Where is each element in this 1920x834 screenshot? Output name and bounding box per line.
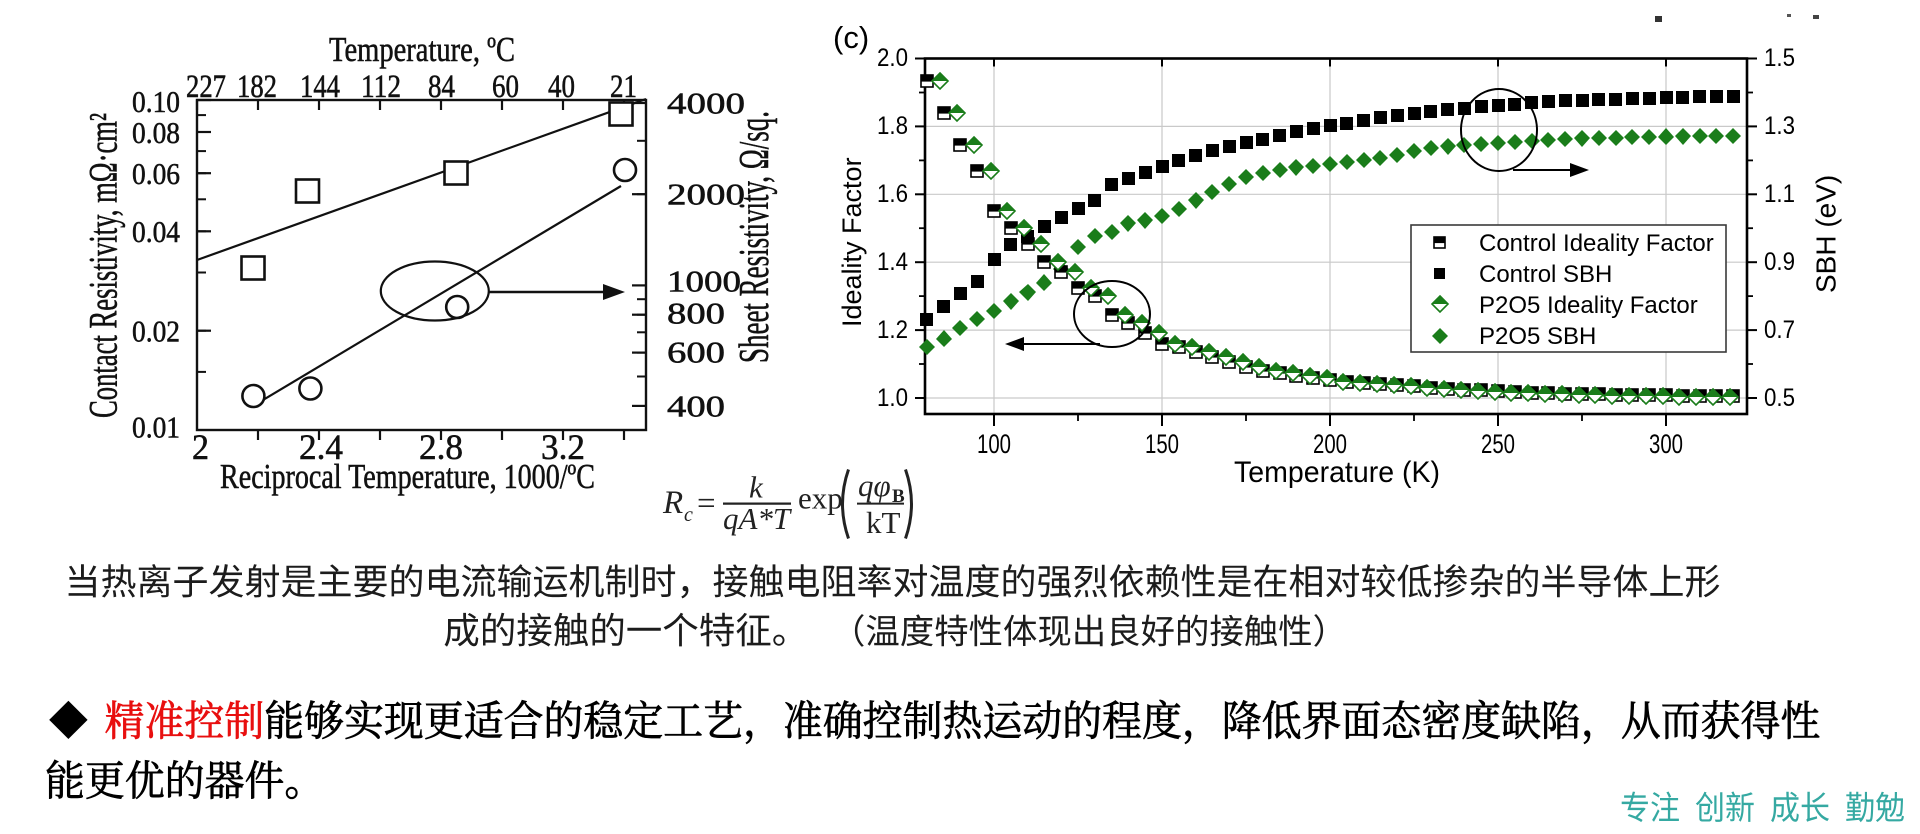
svg-text:400: 400 [667,389,725,424]
svg-text:Ideality Factor: Ideality Factor [837,157,867,327]
svg-text:1.0: 1.0 [877,384,908,412]
svg-text:1000: 1000 [667,264,741,299]
svg-text:(c): (c) [833,20,869,55]
svg-text:182: 182 [237,69,277,105]
svg-text:800: 800 [667,296,725,331]
svg-text:84: 84 [428,69,455,105]
svg-text:300: 300 [1649,429,1683,459]
svg-text:Control SBH: Control SBH [1479,261,1612,288]
svg-text:R: R [662,485,683,521]
svg-text:Reciprocal Temperature, 1000/º: Reciprocal Temperature, 1000/ºC [220,457,595,496]
svg-text:P2O5 SBH: P2O5 SBH [1479,323,1596,350]
svg-text:SBH (eV): SBH (eV) [1811,175,1842,293]
svg-text:60: 60 [492,69,519,105]
svg-text:1.1: 1.1 [1764,180,1795,208]
svg-text:c: c [684,504,693,526]
svg-text:0.02: 0.02 [132,314,180,349]
svg-text:P2O5 Ideality Factor: P2O5 Ideality Factor [1479,292,1698,319]
svg-text:21: 21 [610,69,637,105]
svg-text:0.06: 0.06 [132,156,180,191]
svg-text:0.08: 0.08 [132,115,180,150]
svg-text:2000: 2000 [667,177,745,212]
svg-text:0.04: 0.04 [132,214,180,249]
svg-text:k: k [749,470,764,505]
svg-text:112: 112 [361,69,401,105]
svg-text:1.8: 1.8 [877,112,908,140]
svg-text:B: B [892,486,905,507]
svg-text:150: 150 [1145,429,1179,459]
svg-text:144: 144 [300,69,340,105]
svg-text:600: 600 [667,335,725,370]
svg-text:2: 2 [192,427,209,467]
svg-text:3.2: 3.2 [541,427,585,467]
svg-text:Contact Resistivity, mΩ·cm²: Contact Resistivity, mΩ·cm² [81,113,126,418]
svg-text:2.8: 2.8 [419,427,463,467]
svg-text:kT: kT [866,505,901,540]
svg-text:=: = [697,486,716,522]
svg-text:qA*T: qA*T [723,501,793,536]
svg-text:250: 250 [1481,429,1515,459]
svg-text:Sheet Resistivity, Ω/sq.: Sheet Resistivity, Ω/sq. [732,111,778,363]
svg-text:1.5: 1.5 [1764,44,1795,72]
svg-text:1.4: 1.4 [877,248,908,276]
svg-text:4000: 4000 [667,86,745,121]
svg-text:1.3: 1.3 [1764,112,1795,140]
svg-text:0.7: 0.7 [1764,316,1795,344]
svg-text:0.9: 0.9 [1764,248,1795,276]
svg-text:exp: exp [798,481,843,516]
svg-text:0.10: 0.10 [132,84,180,119]
svg-text:40: 40 [548,69,575,105]
svg-text:0.5: 0.5 [1764,384,1795,412]
svg-text:qφ: qφ [858,468,891,503]
svg-text:1.6: 1.6 [877,180,908,208]
svg-text:200: 200 [1313,429,1347,459]
svg-text:0.01: 0.01 [132,410,180,445]
svg-text:Control Ideality Factor: Control Ideality Factor [1479,230,1714,257]
svg-text:Temperature (K): Temperature (K) [1234,456,1440,489]
svg-text:100: 100 [977,429,1011,459]
svg-text:2.0: 2.0 [877,44,908,72]
svg-text:2.4: 2.4 [299,427,343,467]
svg-text:1.2: 1.2 [877,316,908,344]
svg-text:227: 227 [186,69,226,105]
svg-text:Temperature, ºC: Temperature, ºC [329,30,515,69]
